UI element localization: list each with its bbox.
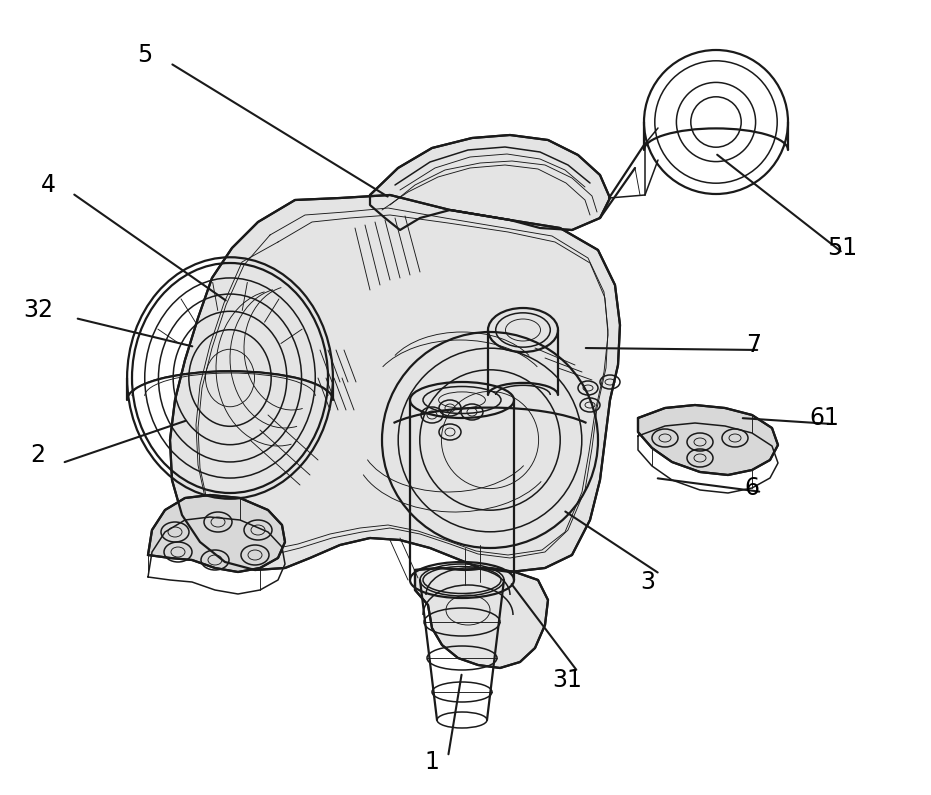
Text: 31: 31 (552, 668, 582, 692)
Text: 2: 2 (31, 443, 46, 467)
Text: 32: 32 (23, 298, 53, 322)
Polygon shape (170, 195, 620, 572)
Text: 3: 3 (641, 570, 655, 594)
Text: 5: 5 (138, 43, 153, 67)
Text: 7: 7 (747, 333, 762, 357)
Text: 4: 4 (41, 173, 56, 197)
Polygon shape (148, 495, 285, 572)
Text: 61: 61 (809, 406, 839, 430)
Polygon shape (415, 568, 548, 668)
Text: 51: 51 (827, 236, 857, 260)
Polygon shape (638, 405, 778, 475)
Text: 6: 6 (745, 476, 760, 500)
Text: 1: 1 (425, 750, 439, 774)
Polygon shape (370, 135, 610, 230)
